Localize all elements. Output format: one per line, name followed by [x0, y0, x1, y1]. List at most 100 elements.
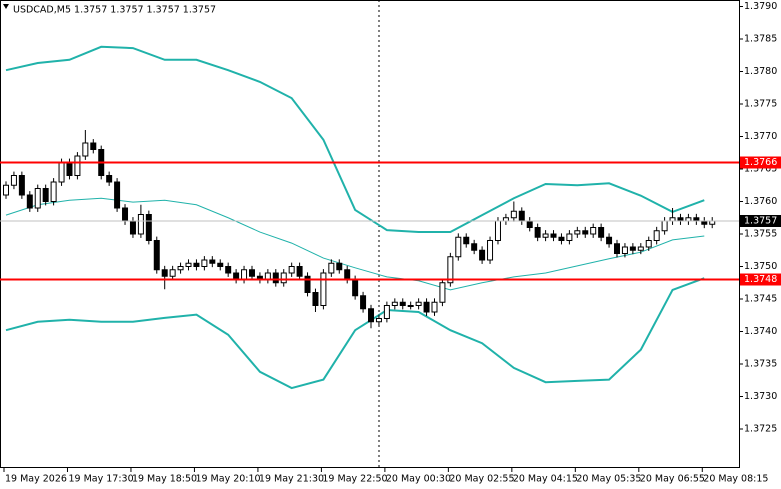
candle-body	[383, 305, 390, 319]
y-tick-label: 1.3780	[744, 66, 777, 77]
candle-body	[510, 210, 517, 219]
y-tick-label: 1.3725	[744, 424, 777, 435]
candle-body	[272, 272, 279, 284]
candle-body	[10, 175, 17, 186]
x-tick-label: 20 May 04:15	[513, 474, 578, 485]
candle-body	[328, 262, 335, 274]
candle-body	[407, 305, 414, 307]
x-tick-label: 19 May 20:10	[195, 474, 260, 485]
bollinger-band	[5, 45, 705, 234]
level-tag	[740, 156, 781, 169]
candle-body	[439, 282, 446, 303]
candle-body	[399, 301, 406, 306]
y-tick-label: 1.3760	[744, 196, 777, 207]
candle-body	[201, 259, 208, 267]
candle-body	[288, 266, 295, 274]
candle-body	[114, 181, 121, 209]
candle-body	[26, 194, 33, 209]
x-tick-label: 20 May 08:15	[703, 474, 768, 485]
candle-body	[336, 262, 343, 271]
candle-body	[494, 220, 501, 241]
candle-body	[50, 181, 57, 202]
candle-body	[391, 301, 398, 306]
candle-body	[447, 256, 454, 284]
candle-body	[304, 275, 311, 293]
y-tick-label: 1.3765	[744, 164, 777, 175]
candle-body	[598, 227, 605, 238]
candle-body	[74, 155, 81, 176]
candle-body	[550, 233, 557, 238]
candle-body	[280, 272, 287, 284]
level-tag	[740, 273, 781, 286]
x-tick-label: 19 May 18:50	[132, 474, 197, 485]
candle-body	[312, 292, 319, 306]
candle-body	[479, 249, 486, 261]
candle-body	[558, 236, 565, 241]
y-tick-label: 1.3750	[744, 261, 777, 272]
bollinger-band	[5, 277, 705, 390]
candle-body	[153, 240, 160, 271]
candle-body	[90, 142, 97, 150]
candle-body	[217, 262, 224, 267]
y-tick-label: 1.3740	[744, 326, 777, 337]
x-tick-label: 20 May 06:55	[640, 474, 705, 485]
y-tick-label: 1.3775	[744, 99, 777, 110]
candle-body	[574, 230, 581, 235]
candle-body	[42, 188, 49, 202]
candle-body	[621, 246, 628, 254]
candle-body	[463, 236, 470, 245]
candle-body	[169, 269, 176, 277]
candle-body	[34, 188, 41, 209]
candle-body	[613, 243, 620, 254]
candle-body	[423, 301, 430, 313]
candle-body	[248, 269, 255, 277]
x-tick-label: 20 May 00:30	[386, 474, 451, 485]
candle-body	[58, 162, 65, 183]
candle-body	[66, 162, 73, 176]
candle-body	[106, 175, 113, 183]
candle-body	[415, 301, 422, 306]
candle-body	[129, 220, 136, 235]
chart-title: USDCAD,M5 1.3757 1.3757 1.3757 1.3757	[13, 5, 216, 16]
candle-body	[344, 269, 351, 280]
candle-body	[661, 220, 668, 232]
last-price-label: 1.3757	[744, 216, 777, 227]
candle-body	[606, 236, 613, 245]
candle-body	[518, 210, 525, 222]
candle-body	[645, 240, 652, 248]
candle-body	[582, 230, 589, 235]
candle-body	[629, 246, 636, 251]
last-price-tag	[740, 215, 781, 227]
candle-body	[209, 259, 216, 264]
y-tick-label: 1.3735	[744, 359, 777, 370]
candle-body	[471, 243, 478, 251]
candle-body	[368, 308, 375, 323]
candle-body	[225, 266, 232, 274]
candle-body	[145, 214, 152, 241]
y-tick-label: 1.3770	[744, 131, 777, 142]
candle-body	[455, 236, 462, 258]
candle-body	[122, 207, 129, 222]
menu-arrow[interactable]	[3, 4, 9, 9]
bollinger-band	[5, 197, 705, 291]
candle-body	[177, 266, 184, 271]
y-tick-label: 1.3730	[744, 391, 777, 402]
candle-body	[352, 279, 359, 297]
y-tick-label: 1.3755	[744, 229, 777, 240]
y-tick-label: 1.3745	[744, 294, 777, 305]
candle-body	[566, 233, 573, 241]
candle-body	[637, 246, 644, 251]
x-tick-label: 19 May 2026	[5, 474, 67, 485]
candle-body	[241, 269, 248, 280]
candle-body	[431, 301, 438, 313]
candle-body	[534, 227, 541, 238]
x-tick-label: 20 May 05:35	[576, 474, 641, 485]
candle-body	[360, 295, 367, 310]
candle-body	[193, 262, 200, 267]
candle-body	[137, 214, 144, 235]
candle-body	[296, 266, 303, 277]
candle-body	[82, 142, 89, 157]
candle-body	[653, 230, 660, 241]
candle-body	[3, 184, 9, 196]
